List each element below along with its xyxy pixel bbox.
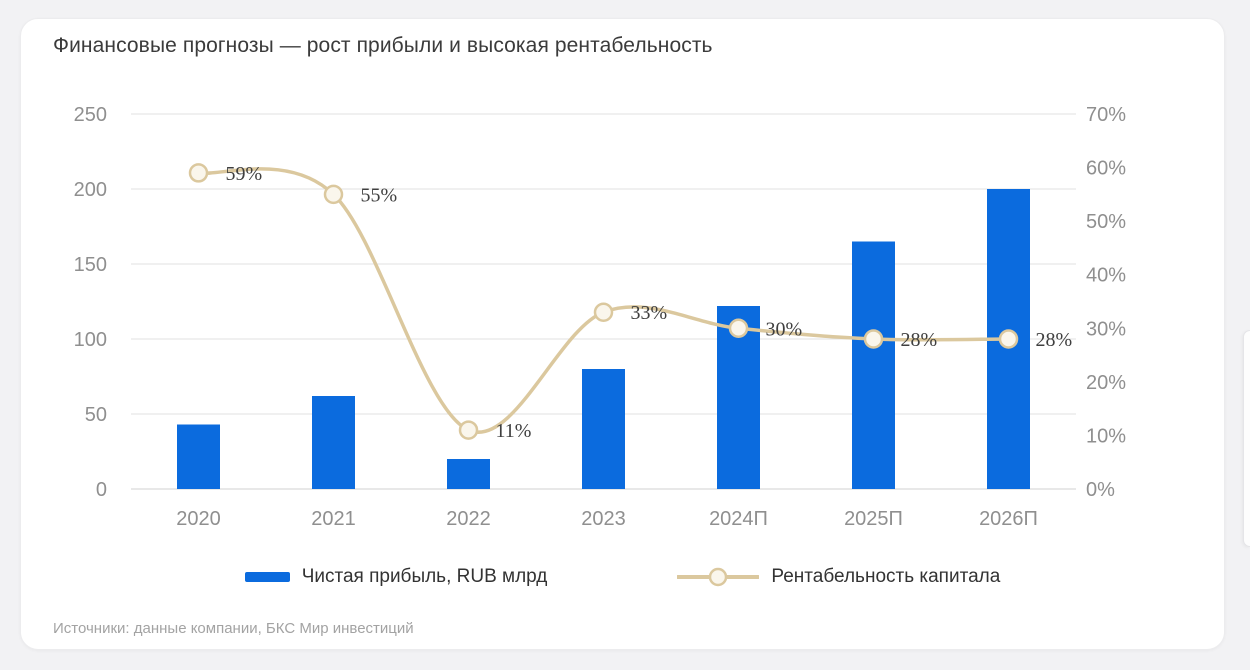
- bar-2021: [312, 396, 355, 489]
- line-marker-2026П: [998, 329, 1019, 349]
- right-axis-tick-label: 70%: [1086, 104, 1126, 126]
- line-data-label: 33%: [631, 302, 668, 324]
- line-data-label: 11%: [496, 420, 532, 442]
- bar-2025П: [852, 241, 895, 489]
- combo-chart: 0 50 100 150 200 250 0% 10% 20% 30% 40% 50% 60% 70% 20…: [74, 104, 1127, 530]
- x-axis-tick-label: 2020: [176, 508, 221, 530]
- next-card-edge: [1243, 330, 1250, 547]
- right-axis-tick-label: 20%: [1086, 372, 1126, 394]
- chart-legend: Чистая прибыль, RUB млрд Рентабельность …: [21, 566, 1224, 588]
- x-axis-tick-label: 2022: [446, 508, 491, 530]
- right-axis-tick-label: 40%: [1086, 265, 1126, 287]
- line-data-label: 28%: [901, 329, 938, 351]
- left-axis-tick-label: 250: [74, 104, 107, 126]
- line-data-label: 28%: [1036, 329, 1073, 351]
- x-axis-tick-label: 2025П: [844, 508, 903, 530]
- line-marker-2022: [458, 420, 479, 440]
- line-series-swatch: [677, 567, 760, 587]
- x-axis-tick-label: 2021: [311, 508, 356, 530]
- left-axis-tick-label: 150: [74, 254, 107, 276]
- legend-item-roe: Рентабельность капитала: [677, 566, 1000, 588]
- x-axis-tick-label: 2024П: [709, 508, 768, 530]
- bar-2020: [177, 424, 220, 489]
- left-axis-tick-label: 100: [74, 329, 107, 351]
- line-data-label: 59%: [226, 163, 263, 185]
- right-axis-tick-label: 60%: [1086, 158, 1126, 180]
- left-axis-tick-label: 200: [74, 179, 107, 201]
- left-axis-tick-label: 50: [85, 404, 107, 426]
- right-axis-tick-label: 10%: [1086, 425, 1126, 447]
- line-marker-2024П: [728, 318, 749, 339]
- bar-2022: [447, 459, 490, 489]
- chart-card: Финансовые прогнозы — рост прибыли и выс…: [20, 18, 1225, 650]
- line-marker-2023: [593, 302, 614, 322]
- legend-item-net-profit: Чистая прибыль, RUB млрд: [244, 566, 548, 588]
- source-note: Источники: данные компании, БКС Мир инве…: [53, 620, 414, 637]
- legend-label-net-profit: Чистая прибыль, RUB млрд: [301, 566, 548, 587]
- line-data-label: 30%: [766, 318, 803, 340]
- line-data-label: 55%: [361, 184, 398, 206]
- right-axis-tick-label: 30%: [1086, 318, 1126, 340]
- bar-series-swatch: [244, 572, 290, 582]
- right-axis-tick-label: 50%: [1086, 211, 1126, 233]
- left-axis-tick-label: 0: [96, 479, 107, 501]
- legend-label-roe: Рентабельность капитала: [771, 566, 1001, 587]
- line-marker-2020: [188, 163, 209, 183]
- x-axis-tick-label: 2026П: [979, 508, 1038, 530]
- bar-2023: [582, 369, 625, 489]
- line-marker-2021: [323, 184, 344, 205]
- line-marker-2025П: [863, 329, 884, 349]
- chart-title: Финансовые прогнозы — рост прибыли и выс…: [53, 34, 713, 57]
- x-axis-tick-label: 2023: [581, 508, 626, 530]
- right-axis-tick-label: 0%: [1086, 479, 1115, 501]
